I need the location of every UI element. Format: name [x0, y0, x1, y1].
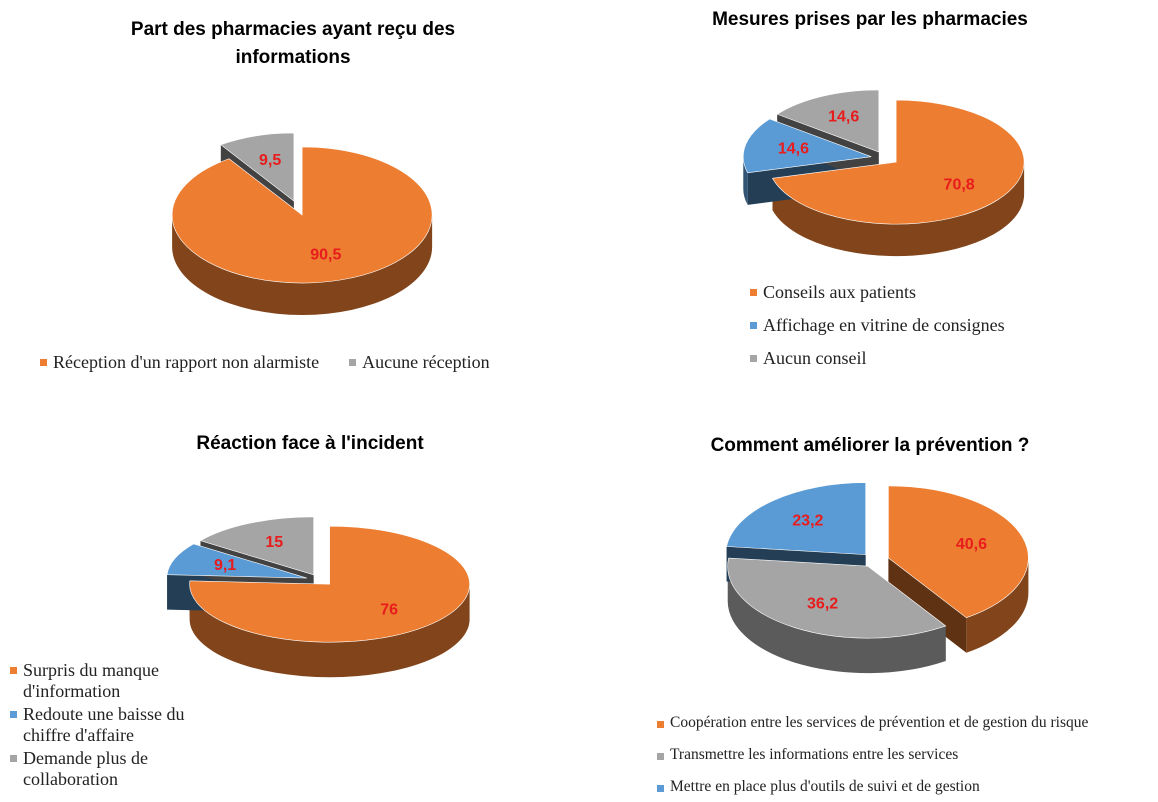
legend-label: Redoute une baisse du chiffre d'affaire	[23, 704, 185, 745]
legend-label: Aucune réception	[362, 352, 490, 372]
slice-side	[772, 162, 1025, 257]
value-label: 23,2	[792, 513, 823, 530]
legend-swatch	[750, 322, 757, 329]
slice-side	[727, 566, 946, 674]
slice-side	[172, 214, 433, 315]
chart-title: Comment améliorer la prévention ?	[710, 435, 1030, 456]
value-label: 90,5	[310, 247, 341, 264]
legend-label: Aucun conseil	[763, 348, 867, 368]
value-label: 70,8	[944, 177, 975, 194]
legend-swatch	[10, 667, 17, 674]
slice	[742, 118, 872, 174]
legend-item: Mettre en place plus d'outils de suivi e…	[657, 778, 1088, 796]
slice-side	[189, 584, 470, 678]
legend-label: Transmettre les informations entre les s…	[670, 746, 959, 763]
legend-item: Aucune réception	[349, 352, 490, 373]
legend-swatch	[657, 785, 664, 792]
legend-item: Demande plus de collaboration	[10, 748, 195, 790]
legend-swatch	[10, 711, 17, 718]
pie-tops	[171, 132, 433, 284]
slice	[189, 525, 470, 643]
legend-label: Coopération entre les services de préven…	[670, 714, 1089, 731]
legend-item: Réception d'un rapport non alarmiste	[40, 352, 319, 373]
legend-swatch	[657, 721, 664, 728]
slice	[726, 482, 866, 555]
value-label: 14,6	[778, 140, 809, 157]
slice-side	[743, 156, 748, 205]
legend-swatch	[657, 753, 664, 760]
slice	[220, 132, 295, 202]
pie-tops	[166, 516, 470, 643]
slice	[199, 516, 314, 576]
chart-title: Part des pharmacies ayant reçu des infor…	[130, 19, 456, 68]
legend-swatch	[750, 289, 757, 296]
value-label: 15	[265, 534, 283, 551]
slice	[171, 146, 433, 284]
slice	[166, 543, 307, 579]
slice	[888, 485, 1029, 619]
value-label: 9,1	[214, 557, 236, 574]
legend-swatch	[40, 359, 47, 366]
slice	[772, 99, 1025, 225]
legend: Coopération entre les services de préven…	[657, 714, 1088, 802]
legend-item: Coopération entre les services de préven…	[657, 714, 1088, 732]
pie-tops	[726, 482, 1029, 639]
value-label: 9,5	[259, 152, 281, 169]
chart-title: Mesures prises par les pharmacies	[712, 9, 1028, 30]
slice	[727, 557, 947, 639]
legend-item: Conseils aux patients	[750, 282, 1005, 303]
legend-label: Conseils aux patients	[763, 282, 916, 302]
legend-item: Affichage en vitrine de consignes	[750, 315, 1005, 336]
slice-side	[966, 557, 1029, 653]
legend-item: Surpris du manque d'information	[10, 660, 195, 702]
chart-title: Réaction face à l'incident	[196, 433, 424, 454]
legend-label: Mettre en place plus d'outils de suivi e…	[670, 778, 980, 795]
legend: Réception d'un rapport non alarmiste Aucu…	[40, 352, 490, 373]
legend-item: Redoute une baisse du chiffre d'affaire	[10, 704, 195, 746]
legend-label: Réception d'un rapport non alarmiste	[53, 352, 320, 372]
legend-swatch	[10, 755, 17, 762]
legend-label: Demande plus de collaboration	[23, 748, 148, 789]
legend-label: Surpris du manque d'information	[23, 660, 159, 701]
legend-swatch	[750, 355, 757, 362]
value-label: 76	[380, 602, 398, 619]
value-label: 36,2	[807, 596, 838, 613]
legend-swatch	[349, 359, 357, 366]
value-label: 40,6	[956, 536, 987, 553]
legend-item: Transmettre les informations entre les s…	[657, 746, 1088, 764]
legend-label: Affichage en vitrine de consignes	[763, 315, 1005, 335]
legend: Surpris du manque d'information Redoute u…	[10, 660, 195, 792]
pie-tops	[742, 89, 1025, 225]
value-label: 14,6	[828, 109, 859, 126]
slice	[776, 89, 880, 153]
legend-item: Aucun conseil	[750, 348, 1005, 369]
slice-cut-face	[888, 557, 967, 653]
legend: Conseils aux patients Affichage en vitrin…	[750, 282, 1005, 381]
